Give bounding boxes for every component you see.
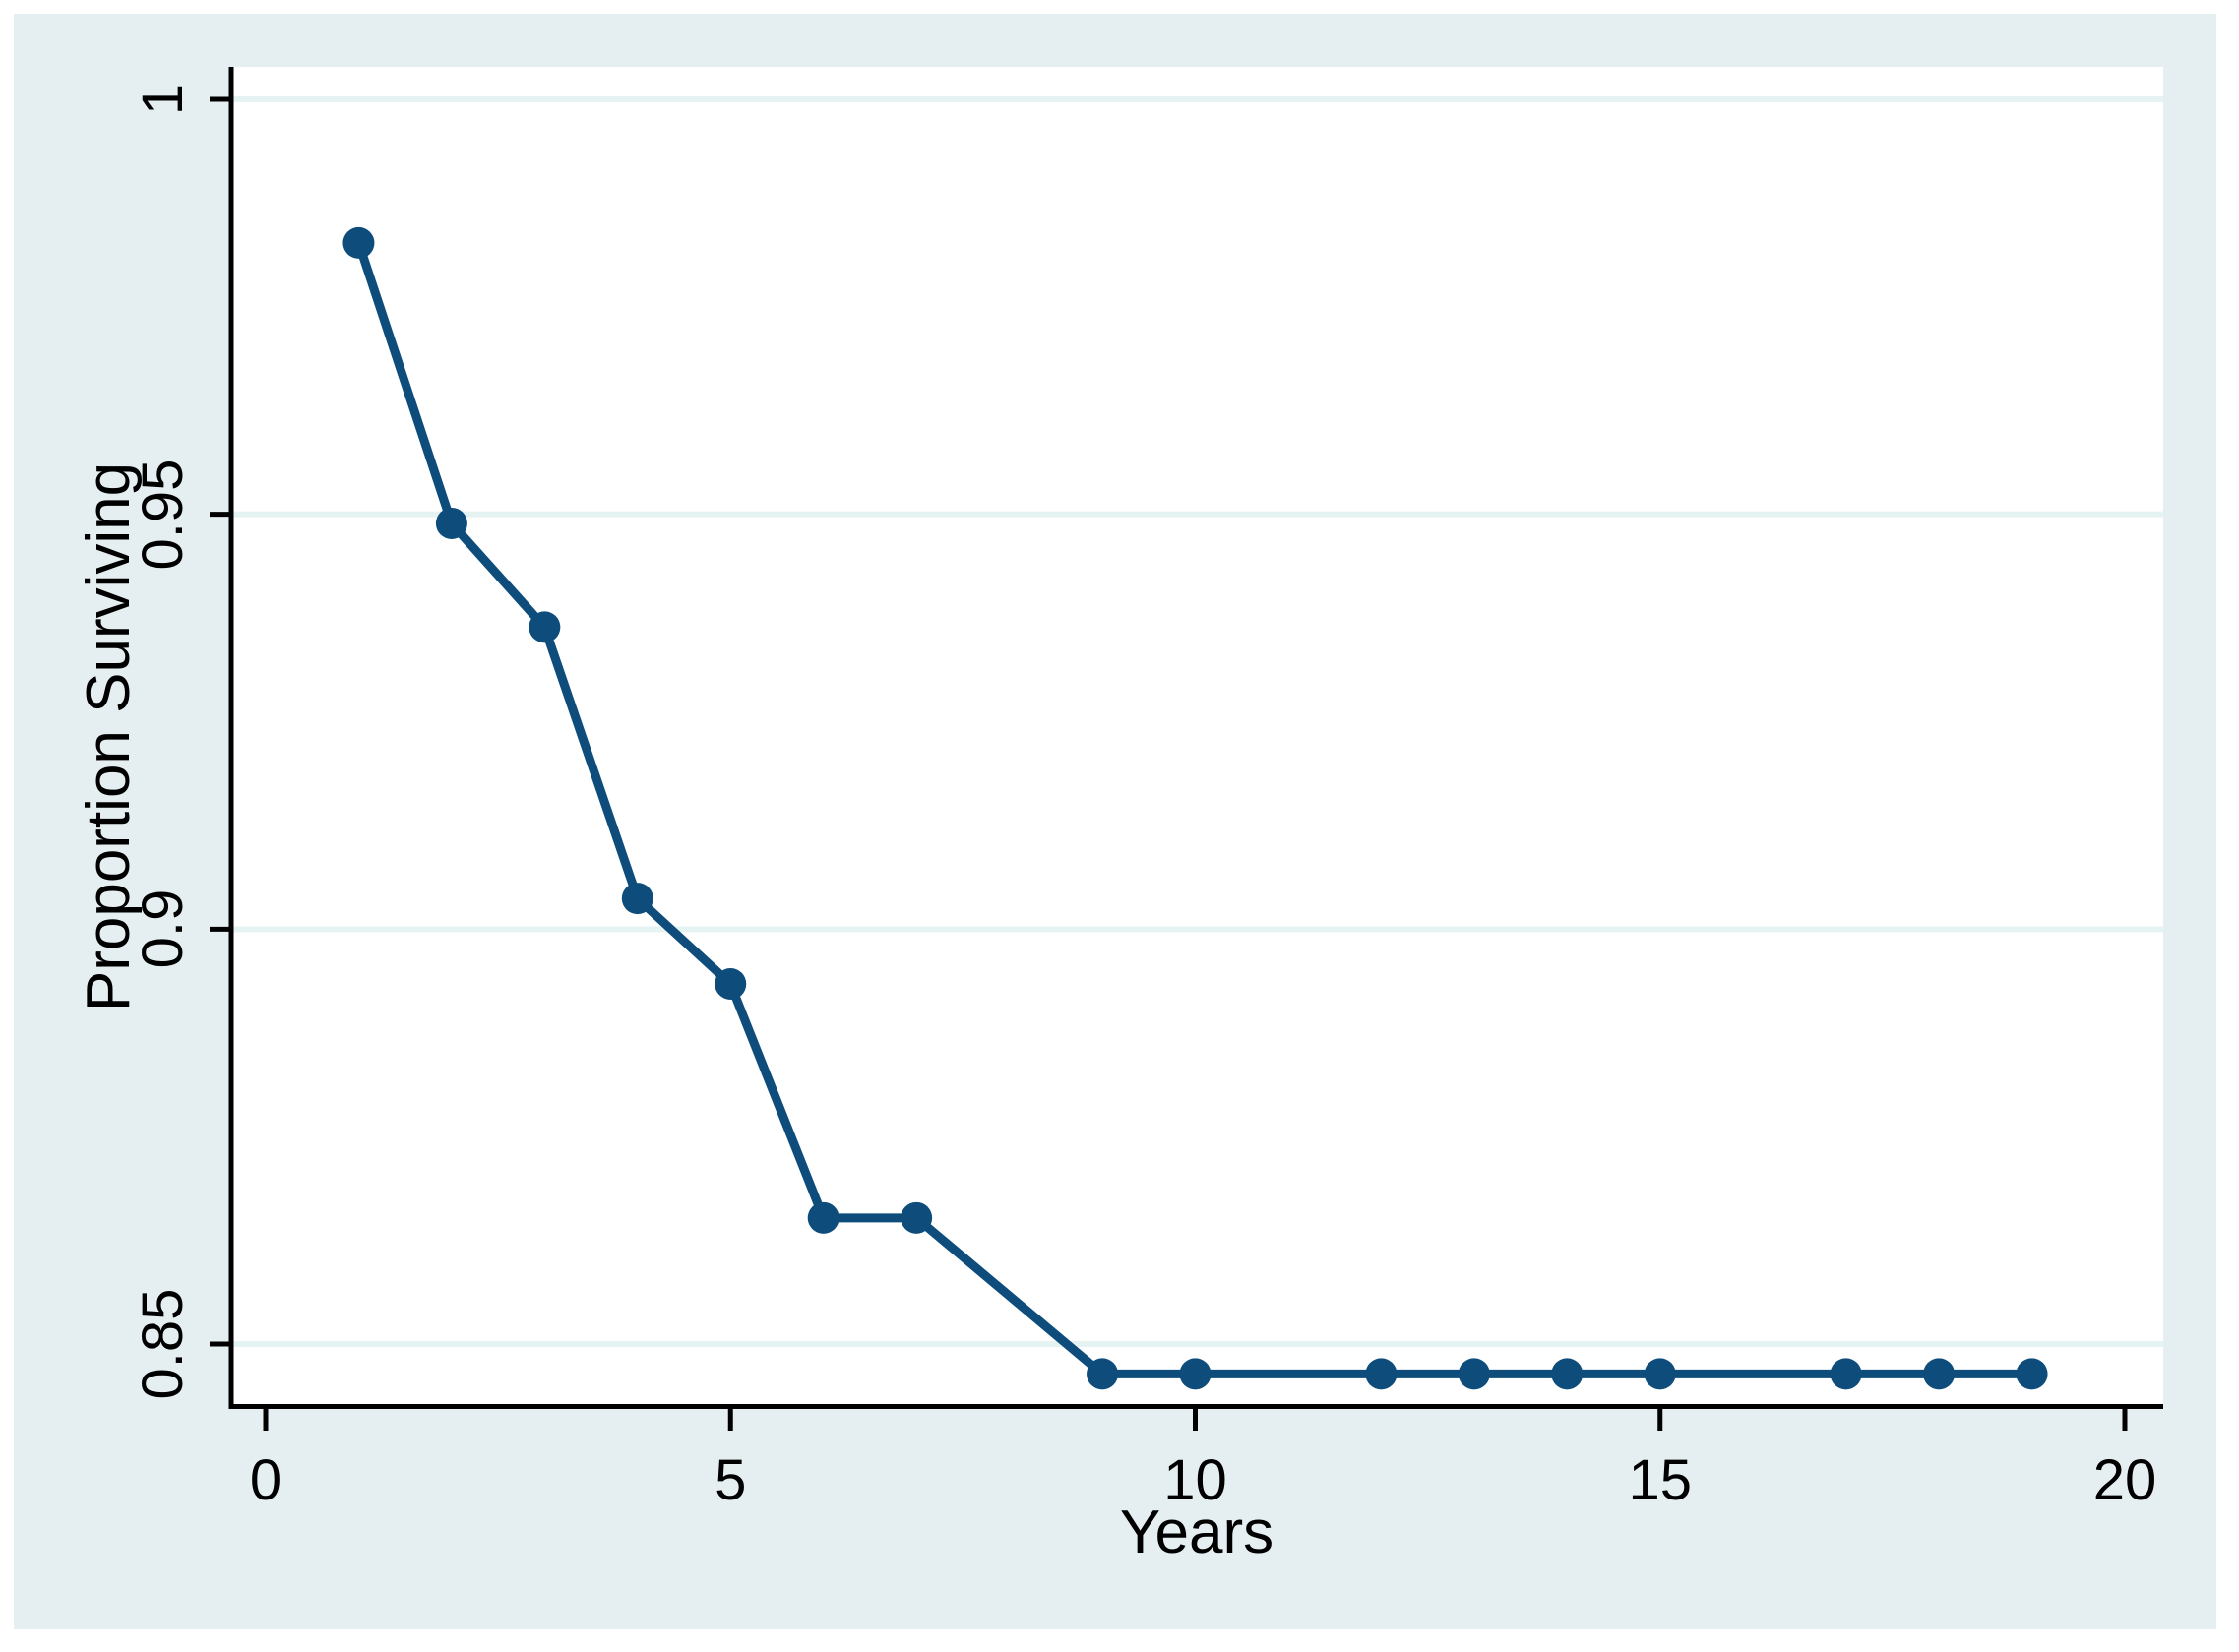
x-tick-label: 0 — [249, 1448, 282, 1512]
data-point-marker — [1923, 1358, 1956, 1390]
x-tick-label: 20 — [2092, 1448, 2157, 1512]
data-point-marker — [1087, 1358, 1119, 1390]
y-tick-label: 0.9 — [131, 889, 195, 969]
data-point-marker — [1551, 1358, 1584, 1390]
y-tick-label: 0.95 — [131, 459, 195, 571]
data-point-marker — [901, 1201, 933, 1234]
x-axis-title: Years — [1119, 1499, 1275, 1566]
data-point-marker — [1365, 1358, 1398, 1390]
y-tick-label: 1 — [131, 83, 195, 116]
data-point-marker — [621, 883, 653, 915]
data-point-marker — [1179, 1358, 1212, 1390]
data-point-marker — [1458, 1358, 1490, 1390]
data-point-marker — [435, 507, 467, 539]
data-point-marker — [715, 967, 747, 1000]
x-tick-label: 10 — [1163, 1448, 1227, 1512]
data-point-marker — [342, 226, 375, 259]
plot-area — [231, 67, 2163, 1409]
y-tick-label: 0.85 — [131, 1288, 195, 1400]
data-point-marker — [1830, 1358, 1862, 1390]
series-line — [354, 241, 2032, 1378]
data-point-marker — [1644, 1358, 1676, 1390]
x-tick-label: 5 — [715, 1448, 747, 1512]
data-point-marker — [807, 1201, 840, 1234]
data-point-marker — [529, 611, 561, 643]
data-point-marker — [2016, 1358, 2048, 1390]
x-tick-label: 15 — [1628, 1448, 1693, 1512]
